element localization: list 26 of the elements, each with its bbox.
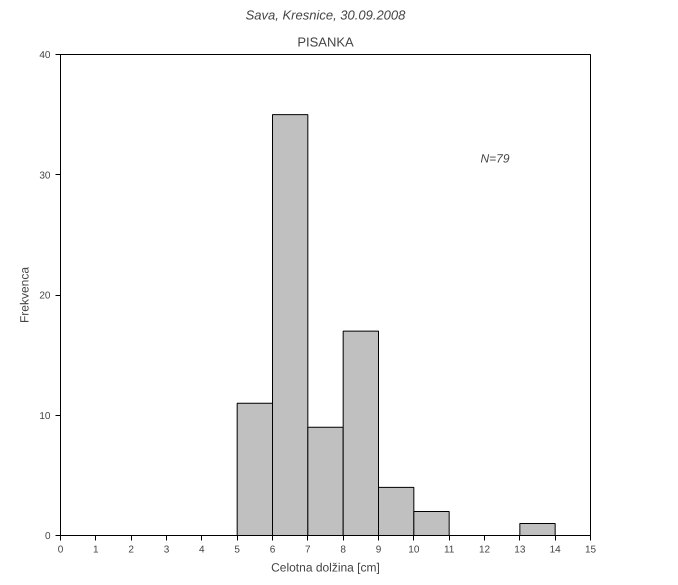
- y-tick-label: 0: [44, 531, 51, 542]
- chart-subtitle: PISANKA: [297, 34, 354, 50]
- y-tick-label: 20: [39, 290, 51, 302]
- y-tick-label: 40: [39, 50, 51, 61]
- x-tick-label: 12: [478, 544, 490, 556]
- x-tick-label: 4: [199, 544, 206, 556]
- x-axis-title: Celotna dolžina [cm]: [271, 560, 380, 574]
- x-tick-label: 7: [305, 544, 312, 556]
- y-tick-label: 30: [39, 170, 51, 182]
- y-tick-label: 10: [39, 410, 51, 422]
- chart-title: Sava, Kresnice, 30.09.2008: [246, 8, 406, 22]
- x-tick-label: 0: [58, 544, 64, 556]
- x-tick-label: 8: [340, 544, 346, 556]
- x-tick-label: 9: [376, 544, 382, 556]
- x-tick-label: 15: [584, 544, 596, 556]
- x-tick-label: 3: [164, 544, 170, 556]
- annotation: N=79: [480, 152, 510, 166]
- x-tick-label: 1: [93, 544, 100, 556]
- y-axis-title: Frekvenca: [17, 266, 32, 324]
- x-tick-label: 14: [550, 544, 562, 556]
- x-tick-label: 5: [234, 544, 240, 556]
- x-tick-label: 6: [270, 544, 276, 556]
- x-tick-label: 2: [128, 544, 134, 556]
- x-tick-label: 13: [514, 544, 526, 556]
- x-tick-label: 10: [408, 544, 420, 556]
- x-tick-label: 11: [444, 544, 455, 556]
